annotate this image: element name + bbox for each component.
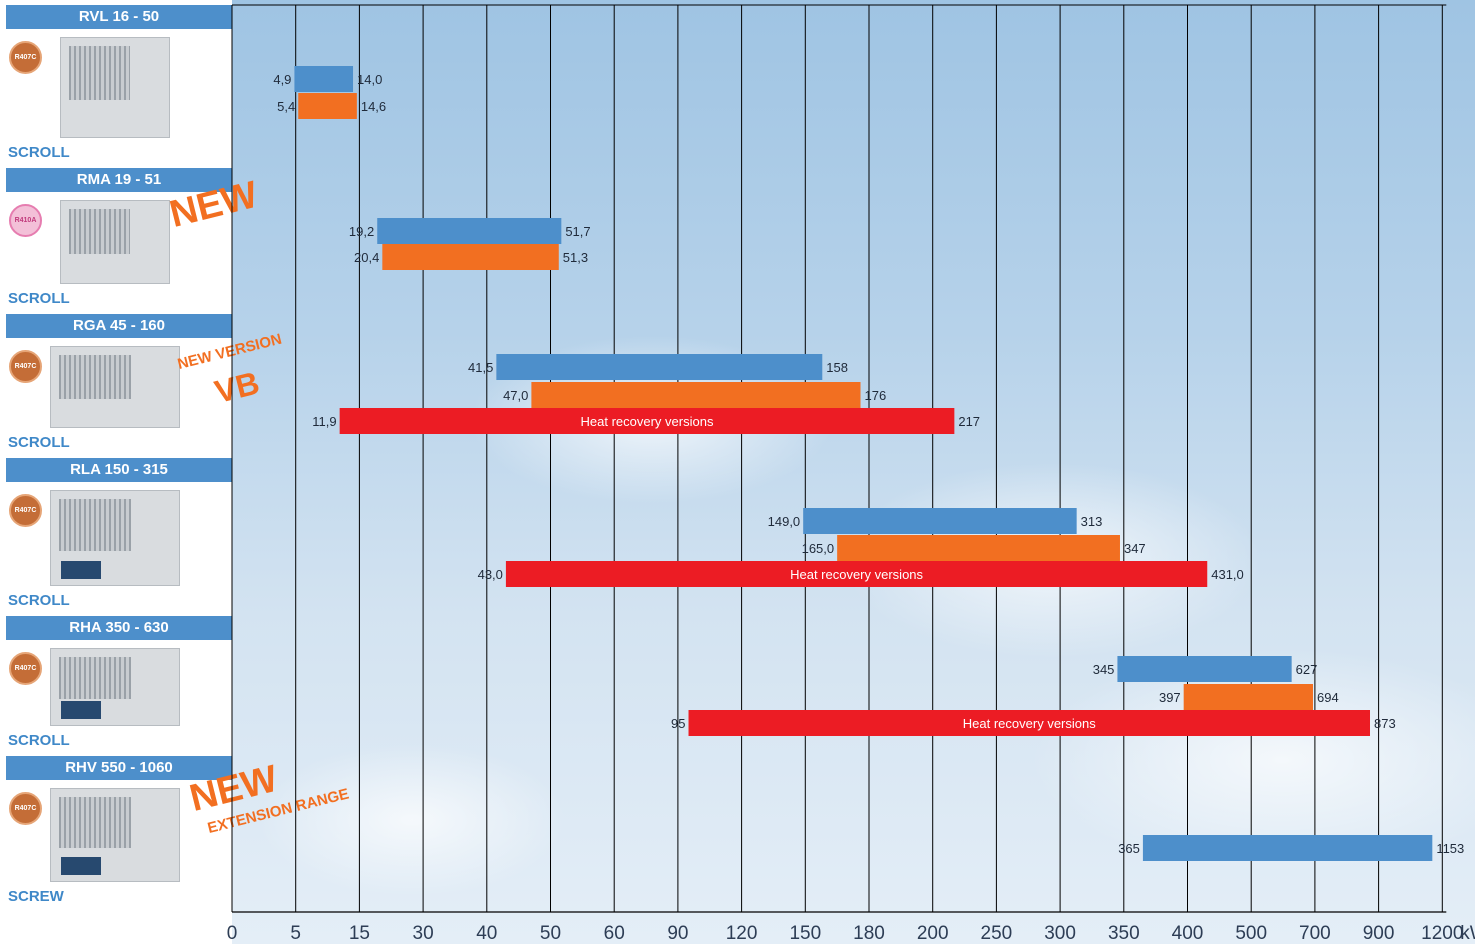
x-tick-label: 250 [981, 923, 1013, 944]
bar-inner-label: Heat recovery versions [963, 716, 1096, 731]
chiller-unit-image [60, 200, 170, 284]
bar-end-label: 14,0 [357, 72, 382, 87]
range-bar-red [339, 408, 955, 434]
bar-start-label: 41,5 [468, 360, 493, 375]
chiller-unit-image [50, 346, 180, 428]
bar-start-label: 19,2 [349, 224, 374, 239]
range-bar-blue [294, 66, 354, 92]
x-tick-label: 15 [349, 923, 370, 944]
compressor-type-label: SCROLL [8, 144, 70, 161]
x-tick-label: 180 [853, 923, 885, 944]
range-bar-orange [531, 382, 861, 408]
compressor-type-label: SCROLL [8, 592, 70, 609]
ozone-saved-badge-icon: R407C [9, 494, 42, 527]
bar-end-label: 347 [1124, 541, 1146, 556]
bar-inner-label: Heat recovery versions [790, 567, 923, 582]
x-tick-label: 900 [1363, 923, 1395, 944]
bar-start-label: 43,0 [478, 567, 503, 582]
bar-inner-label: Heat recovery versions [581, 414, 714, 429]
bar-end-label: 51,7 [565, 224, 590, 239]
compressor-type-label: SCROLL [8, 434, 70, 451]
range-bar-orange [298, 93, 357, 119]
range-bar-blue [496, 354, 823, 380]
range-bar-orange [1183, 684, 1313, 710]
bar-end-label: 217 [958, 414, 980, 429]
bar-end-label: 1153 [1436, 841, 1464, 856]
bar-end-label: 431,0 [1211, 567, 1244, 582]
chiller-unit-image [50, 648, 180, 726]
ozone-saved-badge-icon: R407C [9, 652, 42, 685]
model-header: RHV 550 - 1060 [6, 756, 232, 780]
x-tick-label: 0 [227, 923, 238, 944]
range-bar-blue [1117, 656, 1292, 682]
bar-start-label: 4,9 [273, 72, 291, 87]
ozone-saved-badge-icon: R410A [9, 204, 42, 237]
x-tick-label: 200 [917, 923, 949, 944]
bar-start-label: 47,0 [503, 388, 528, 403]
range-bar-orange [837, 535, 1120, 561]
range-bar-blue [377, 218, 562, 244]
compressor-type-label: SCREW [8, 888, 64, 905]
bar-end-label: 158 [826, 360, 848, 375]
x-tick-label: 120 [726, 923, 758, 944]
bar-start-label: 149,0 [768, 514, 801, 529]
chiller-unit-image [60, 37, 170, 138]
x-tick-label: 350 [1108, 923, 1140, 944]
x-tick-label: 700 [1299, 923, 1331, 944]
sky-background [232, 0, 1475, 944]
range-bar-red [505, 561, 1208, 587]
x-tick-label: 60 [604, 923, 625, 944]
model-header: RLA 150 - 315 [6, 458, 232, 482]
x-tick-label: 5 [290, 923, 301, 944]
bar-start-label: 20,4 [354, 250, 379, 265]
bar-start-label: 165,0 [802, 541, 835, 556]
model-header: RGA 45 - 160 [6, 314, 232, 338]
bar-start-label: 345 [1093, 662, 1115, 677]
bar-end-label: 313 [1081, 514, 1103, 529]
model-header: RMA 19 - 51 [6, 168, 232, 192]
bar-end-label: 51,3 [563, 250, 588, 265]
x-tick-label: 50 [540, 923, 561, 944]
range-bar-blue [1142, 835, 1433, 861]
bar-end-label: 627 [1296, 662, 1318, 677]
bar-end-label: 176 [865, 388, 887, 403]
x-tick-label: 1200 [1421, 923, 1463, 944]
x-unit-label: kW [1460, 923, 1475, 944]
bar-end-label: 873 [1374, 716, 1396, 731]
bar-start-label: 11,9 [312, 414, 336, 429]
bar-start-label: 95 [671, 716, 685, 731]
x-tick-label: 150 [789, 923, 821, 944]
bar-start-label: 365 [1118, 841, 1140, 856]
ozone-saved-badge-icon: R407C [9, 792, 42, 825]
x-tick-label: 40 [476, 923, 497, 944]
compressor-type-label: SCROLL [8, 290, 70, 307]
chiller-unit-image [50, 788, 180, 882]
x-tick-label: 90 [667, 923, 688, 944]
range-bar-blue [803, 508, 1077, 534]
x-tick-label: 500 [1235, 923, 1267, 944]
range-bar-red [688, 710, 1371, 736]
model-header: RHA 350 - 630 [6, 616, 232, 640]
bar-start-label: 397 [1159, 690, 1181, 705]
bar-end-label: 694 [1317, 690, 1339, 705]
x-tick-label: 400 [1172, 923, 1204, 944]
compressor-type-label: SCROLL [8, 732, 70, 749]
x-tick-label: 300 [1044, 923, 1076, 944]
bar-start-label: 5,4 [277, 99, 295, 114]
ozone-saved-badge-icon: R407C [9, 41, 42, 74]
x-tick-label: 30 [413, 923, 434, 944]
chiller-unit-image [50, 490, 180, 586]
ozone-saved-badge-icon: R407C [9, 350, 42, 383]
bar-end-label: 14,6 [361, 99, 386, 114]
model-header: RVL 16 - 50 [6, 5, 232, 29]
range-bar-orange [382, 244, 559, 270]
